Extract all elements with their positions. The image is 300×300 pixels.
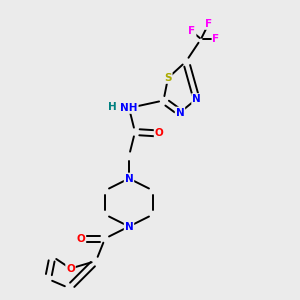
Text: N: N [176,107,184,118]
Text: O: O [154,128,164,139]
Text: F: F [212,34,220,44]
Text: N: N [124,221,134,232]
Text: O: O [76,233,85,244]
Text: N: N [124,173,134,184]
Text: NH: NH [120,103,138,113]
Text: F: F [205,19,212,29]
Text: S: S [164,73,172,83]
Text: O: O [66,263,75,274]
Text: F: F [188,26,196,37]
Text: H: H [108,101,117,112]
Text: N: N [192,94,201,104]
